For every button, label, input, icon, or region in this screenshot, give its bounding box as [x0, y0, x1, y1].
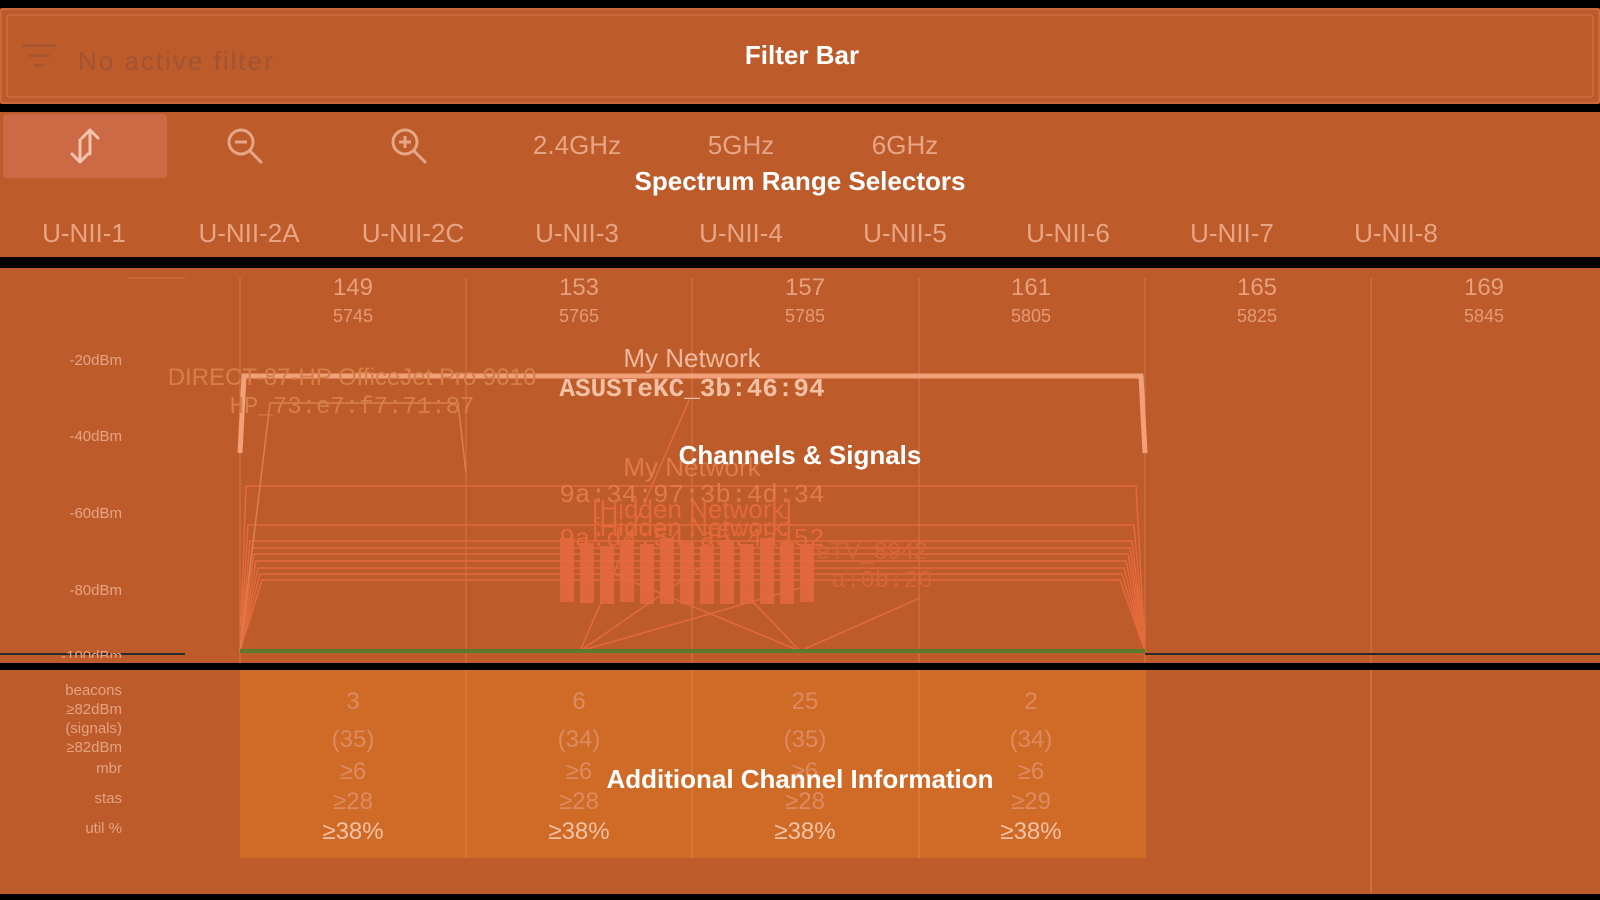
y-axis-label: -80dBm — [69, 582, 122, 599]
info-row-label: ≥82dBm — [66, 701, 122, 718]
beacons-value: 2 — [1024, 688, 1038, 715]
additional-channel-info: beacons ≥82dBm (signals) ≥82dBm mbr stas… — [0, 670, 1600, 894]
sub-band-unii-2a[interactable]: U-NII-2A — [198, 218, 300, 248]
strong-signal-curve — [237, 373, 1148, 454]
util-value: ≥38% — [548, 818, 610, 845]
clustered-signal-marks — [560, 538, 814, 604]
channel-149-freq: 5745 — [332, 306, 374, 326]
channel-165-label: 165 — [1236, 274, 1278, 301]
channel-149-label: 149 — [332, 274, 374, 301]
network-bssid-label: HP_73:e7:f7:71:87 — [229, 394, 475, 421]
swap-sort-button[interactable] — [3, 114, 167, 178]
info-row-label: mbr — [96, 760, 122, 777]
channel-165-freq: 5825 — [1236, 306, 1278, 326]
stas-value: ≥28 — [785, 788, 825, 815]
mbr-value: ≥6 — [1017, 758, 1045, 785]
network-bssid-label: a:0b:20 — [831, 568, 933, 595]
zoom-in-icon — [391, 128, 427, 164]
info-row-label: stas — [94, 790, 122, 807]
channels-signals-overlay-title: Channels & Signals — [678, 440, 922, 470]
network-bssid-label: 9a:34:97:3b:4d:34 — [559, 480, 825, 510]
range-selectors-overlay-title: Spectrum Range Selectors — [634, 166, 966, 196]
channel-153-freq: 5765 — [558, 306, 600, 326]
signals-value: (35) — [783, 726, 827, 753]
filter-bar[interactable]: No active filter Filter Bar — [0, 8, 1600, 104]
zoom-in-button[interactable] — [327, 114, 491, 178]
sub-band-unii-6[interactable]: U-NII-6 — [1026, 218, 1110, 248]
beacons-value: 25 — [791, 688, 819, 715]
network-ssid-label[interactable]: [Hidden Network] — [592, 494, 792, 524]
signals-value: (34) — [557, 726, 601, 753]
filter-bar-overlay-title: Filter Bar — [744, 40, 860, 70]
info-row-label: (signals) — [65, 720, 122, 737]
signal-graph — [0, 277, 1600, 663]
info-row-label: beacons — [65, 682, 122, 699]
y-axis-label: -20dBm — [69, 352, 122, 369]
network-ssid-label[interactable]: My Network — [623, 343, 761, 373]
network-ssid-label[interactable]: [Hidden Network] — [592, 512, 792, 542]
signals-value: (34) — [1009, 726, 1053, 753]
channel-161-label: 161 — [1010, 274, 1052, 301]
stas-value: ≥28 — [333, 788, 373, 815]
band-6ghz-button[interactable]: 6GHz — [871, 130, 939, 160]
y-axis-label: -100dBm — [61, 648, 122, 658]
sub-band-unii-3[interactable]: U-NII-3 — [535, 218, 619, 248]
filter-placeholder: No active filter — [78, 46, 275, 76]
sub-band-unii-2c[interactable]: U-NII-2C — [361, 218, 465, 248]
sub-band-unii-4[interactable]: U-NII-4 — [699, 218, 783, 248]
info-highlight-region — [240, 670, 1146, 858]
beacons-value: 6 — [572, 688, 586, 715]
stas-value: ≥29 — [1011, 788, 1051, 815]
y-axis-label: -40dBm — [69, 428, 122, 445]
spectrum-range-selectors: 2.4GHz 5GHz 6GHz Spectrum Range Selector… — [0, 112, 1600, 257]
band-5ghz-button[interactable]: 5GHz — [707, 130, 775, 160]
info-row-label: util % — [85, 820, 122, 837]
util-value: ≥38% — [774, 818, 836, 845]
info-gridlines — [465, 670, 1372, 894]
channel-157-label: 157 — [784, 274, 826, 301]
mbr-value: ≥6 — [339, 758, 367, 785]
network-ssid-label[interactable]: My Network — [623, 452, 761, 482]
stas-value: ≥28 — [559, 788, 599, 815]
network-bssid-label: 9a:d4:54:a5:4a:52 — [559, 524, 825, 554]
swap-vertical-icon — [70, 128, 100, 164]
util-value: ≥38% — [322, 818, 384, 845]
sub-band-unii-5[interactable]: U-NII-5 — [863, 218, 947, 248]
info-row-label: ≥82dBm — [66, 739, 122, 756]
filter-icon[interactable] — [22, 42, 58, 70]
filter-input-box[interactable]: No active filter — [6, 14, 1594, 98]
mbr-value: ≥6 — [791, 758, 819, 785]
util-value: ≥38% — [1000, 818, 1062, 845]
band-2-4ghz-button[interactable]: 2.4GHz — [532, 130, 622, 160]
beacons-value: 3 — [346, 688, 360, 715]
channel-169-freq: 5845 — [1463, 306, 1505, 326]
sub-band-unii-7[interactable]: U-NII-7 — [1190, 218, 1274, 248]
sub-band-unii-8[interactable]: U-NII-8 — [1354, 218, 1438, 248]
y-axis-label: -60dBm — [69, 505, 122, 522]
network-bssid-label: ASUSTeKC_3b:46:94 — [559, 374, 825, 404]
network-ssid-label[interactable]: eTV_8942 — [816, 538, 928, 565]
zoom-out-button[interactable] — [163, 114, 327, 178]
signals-value: (35) — [331, 726, 375, 753]
channels-signals-chart[interactable]: 149 5745 153 5765 157 5785 161 5805 165 … — [0, 268, 1600, 663]
mbr-value: ≥6 — [565, 758, 593, 785]
channel-info-overlay-title: Additional Channel Information — [606, 764, 994, 794]
sub-band-unii-1[interactable]: U-NII-1 — [42, 218, 126, 248]
channel-161-freq: 5805 — [1010, 306, 1052, 326]
zoom-out-icon — [227, 128, 263, 164]
channel-157-freq: 5785 — [784, 306, 826, 326]
network-ssid-label[interactable]: DIRECT-87-HP OfficeJet Pro 9010 — [167, 364, 537, 391]
channel-169-label: 169 — [1463, 274, 1505, 301]
channel-153-label: 153 — [558, 274, 600, 301]
